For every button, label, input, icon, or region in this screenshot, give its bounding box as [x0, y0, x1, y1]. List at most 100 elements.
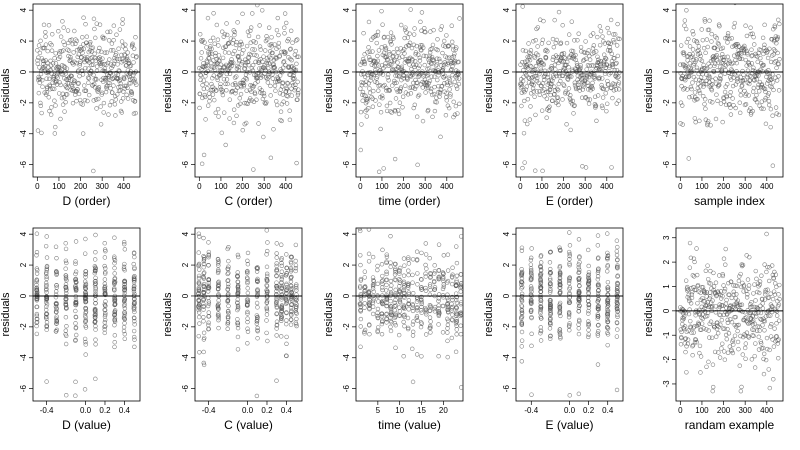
data-point: [453, 321, 459, 326]
data-point: [586, 74, 592, 80]
data-point: [689, 94, 695, 99]
data-point: [270, 76, 276, 81]
data-point: [454, 332, 459, 337]
data-point: [538, 296, 544, 301]
data-point: [705, 300, 710, 305]
y-tick-label: 4: [19, 231, 28, 236]
data-point: [276, 44, 281, 50]
data-point: [748, 25, 753, 30]
data-point: [201, 152, 207, 158]
data-point: [365, 50, 370, 55]
data-point: [113, 97, 118, 102]
data-point: [595, 314, 601, 319]
data-point: [702, 290, 708, 296]
data-point: [422, 77, 428, 82]
data-point: [201, 78, 206, 83]
data-point: [111, 23, 117, 28]
data-point: [201, 296, 206, 302]
data-point: [362, 61, 368, 67]
data-point: [406, 43, 412, 48]
data-point: [88, 39, 93, 45]
data-point: [707, 18, 712, 23]
data-point: [358, 262, 363, 268]
data-point: [133, 35, 138, 40]
data-point: [102, 287, 107, 292]
data-point: [718, 101, 724, 106]
data-point: [69, 84, 75, 89]
data-point: [746, 335, 752, 340]
data-point: [99, 61, 105, 67]
data-point: [131, 289, 137, 294]
data-point: [434, 100, 439, 105]
data-point: [61, 25, 66, 30]
data-point: [586, 277, 592, 282]
data-point: [64, 260, 69, 266]
data-point: [749, 357, 755, 362]
data-point: [695, 48, 700, 54]
data-point: [604, 62, 609, 68]
y-tick-label: 0: [502, 293, 511, 298]
y-tick-label: 0: [181, 69, 190, 74]
data-point: [755, 324, 760, 329]
data-point: [246, 62, 251, 68]
data-point: [454, 312, 460, 317]
data-point: [264, 228, 269, 233]
data-point: [289, 296, 294, 301]
data-point: [289, 274, 294, 280]
data-point: [41, 58, 47, 64]
data-point: [441, 284, 447, 290]
data-point: [730, 83, 736, 89]
data-point: [132, 254, 137, 260]
data-point: [691, 38, 697, 43]
data-point: [410, 322, 416, 327]
data-point: [432, 306, 437, 312]
data-point: [548, 333, 553, 339]
data-point: [458, 385, 463, 390]
data-point: [47, 76, 52, 82]
data-point: [445, 55, 450, 60]
data-point: [134, 82, 139, 87]
data-point: [264, 330, 269, 336]
data-point: [92, 306, 98, 312]
data-point: [445, 103, 451, 108]
data-point: [379, 93, 385, 98]
data-point: [540, 168, 545, 174]
data-point: [431, 27, 436, 33]
data-point: [295, 90, 301, 96]
data-point: [704, 66, 710, 71]
data-point: [419, 354, 424, 359]
data-point: [594, 118, 599, 123]
x-tick-label: 0.4: [281, 406, 293, 415]
data-point: [553, 40, 558, 46]
data-point: [294, 316, 299, 322]
data-point: [278, 109, 284, 114]
data-point: [690, 29, 695, 34]
data-point: [245, 316, 250, 321]
data-point: [427, 282, 433, 287]
data-point: [279, 294, 284, 300]
data-point: [694, 272, 700, 278]
data-point: [216, 259, 221, 264]
data-point: [731, 24, 737, 30]
data-point: [201, 362, 207, 368]
data-point: [131, 328, 137, 334]
data-point: [615, 36, 621, 41]
data-point: [748, 106, 753, 111]
data-point: [260, 96, 266, 102]
data-point: [702, 17, 707, 22]
data-point: [45, 60, 50, 66]
data-point: [567, 243, 573, 248]
data-point: [63, 266, 68, 271]
data-point: [528, 269, 534, 274]
data-point: [226, 310, 231, 316]
data-point: [578, 65, 583, 70]
data-point: [567, 275, 572, 281]
data-point: [529, 331, 534, 337]
data-point: [686, 156, 691, 161]
y-tick-label: -2: [181, 323, 190, 331]
data-point: [122, 279, 128, 285]
data-point: [548, 270, 553, 276]
data-point: [536, 61, 542, 67]
data-point: [284, 298, 289, 303]
data-point: [397, 300, 403, 305]
